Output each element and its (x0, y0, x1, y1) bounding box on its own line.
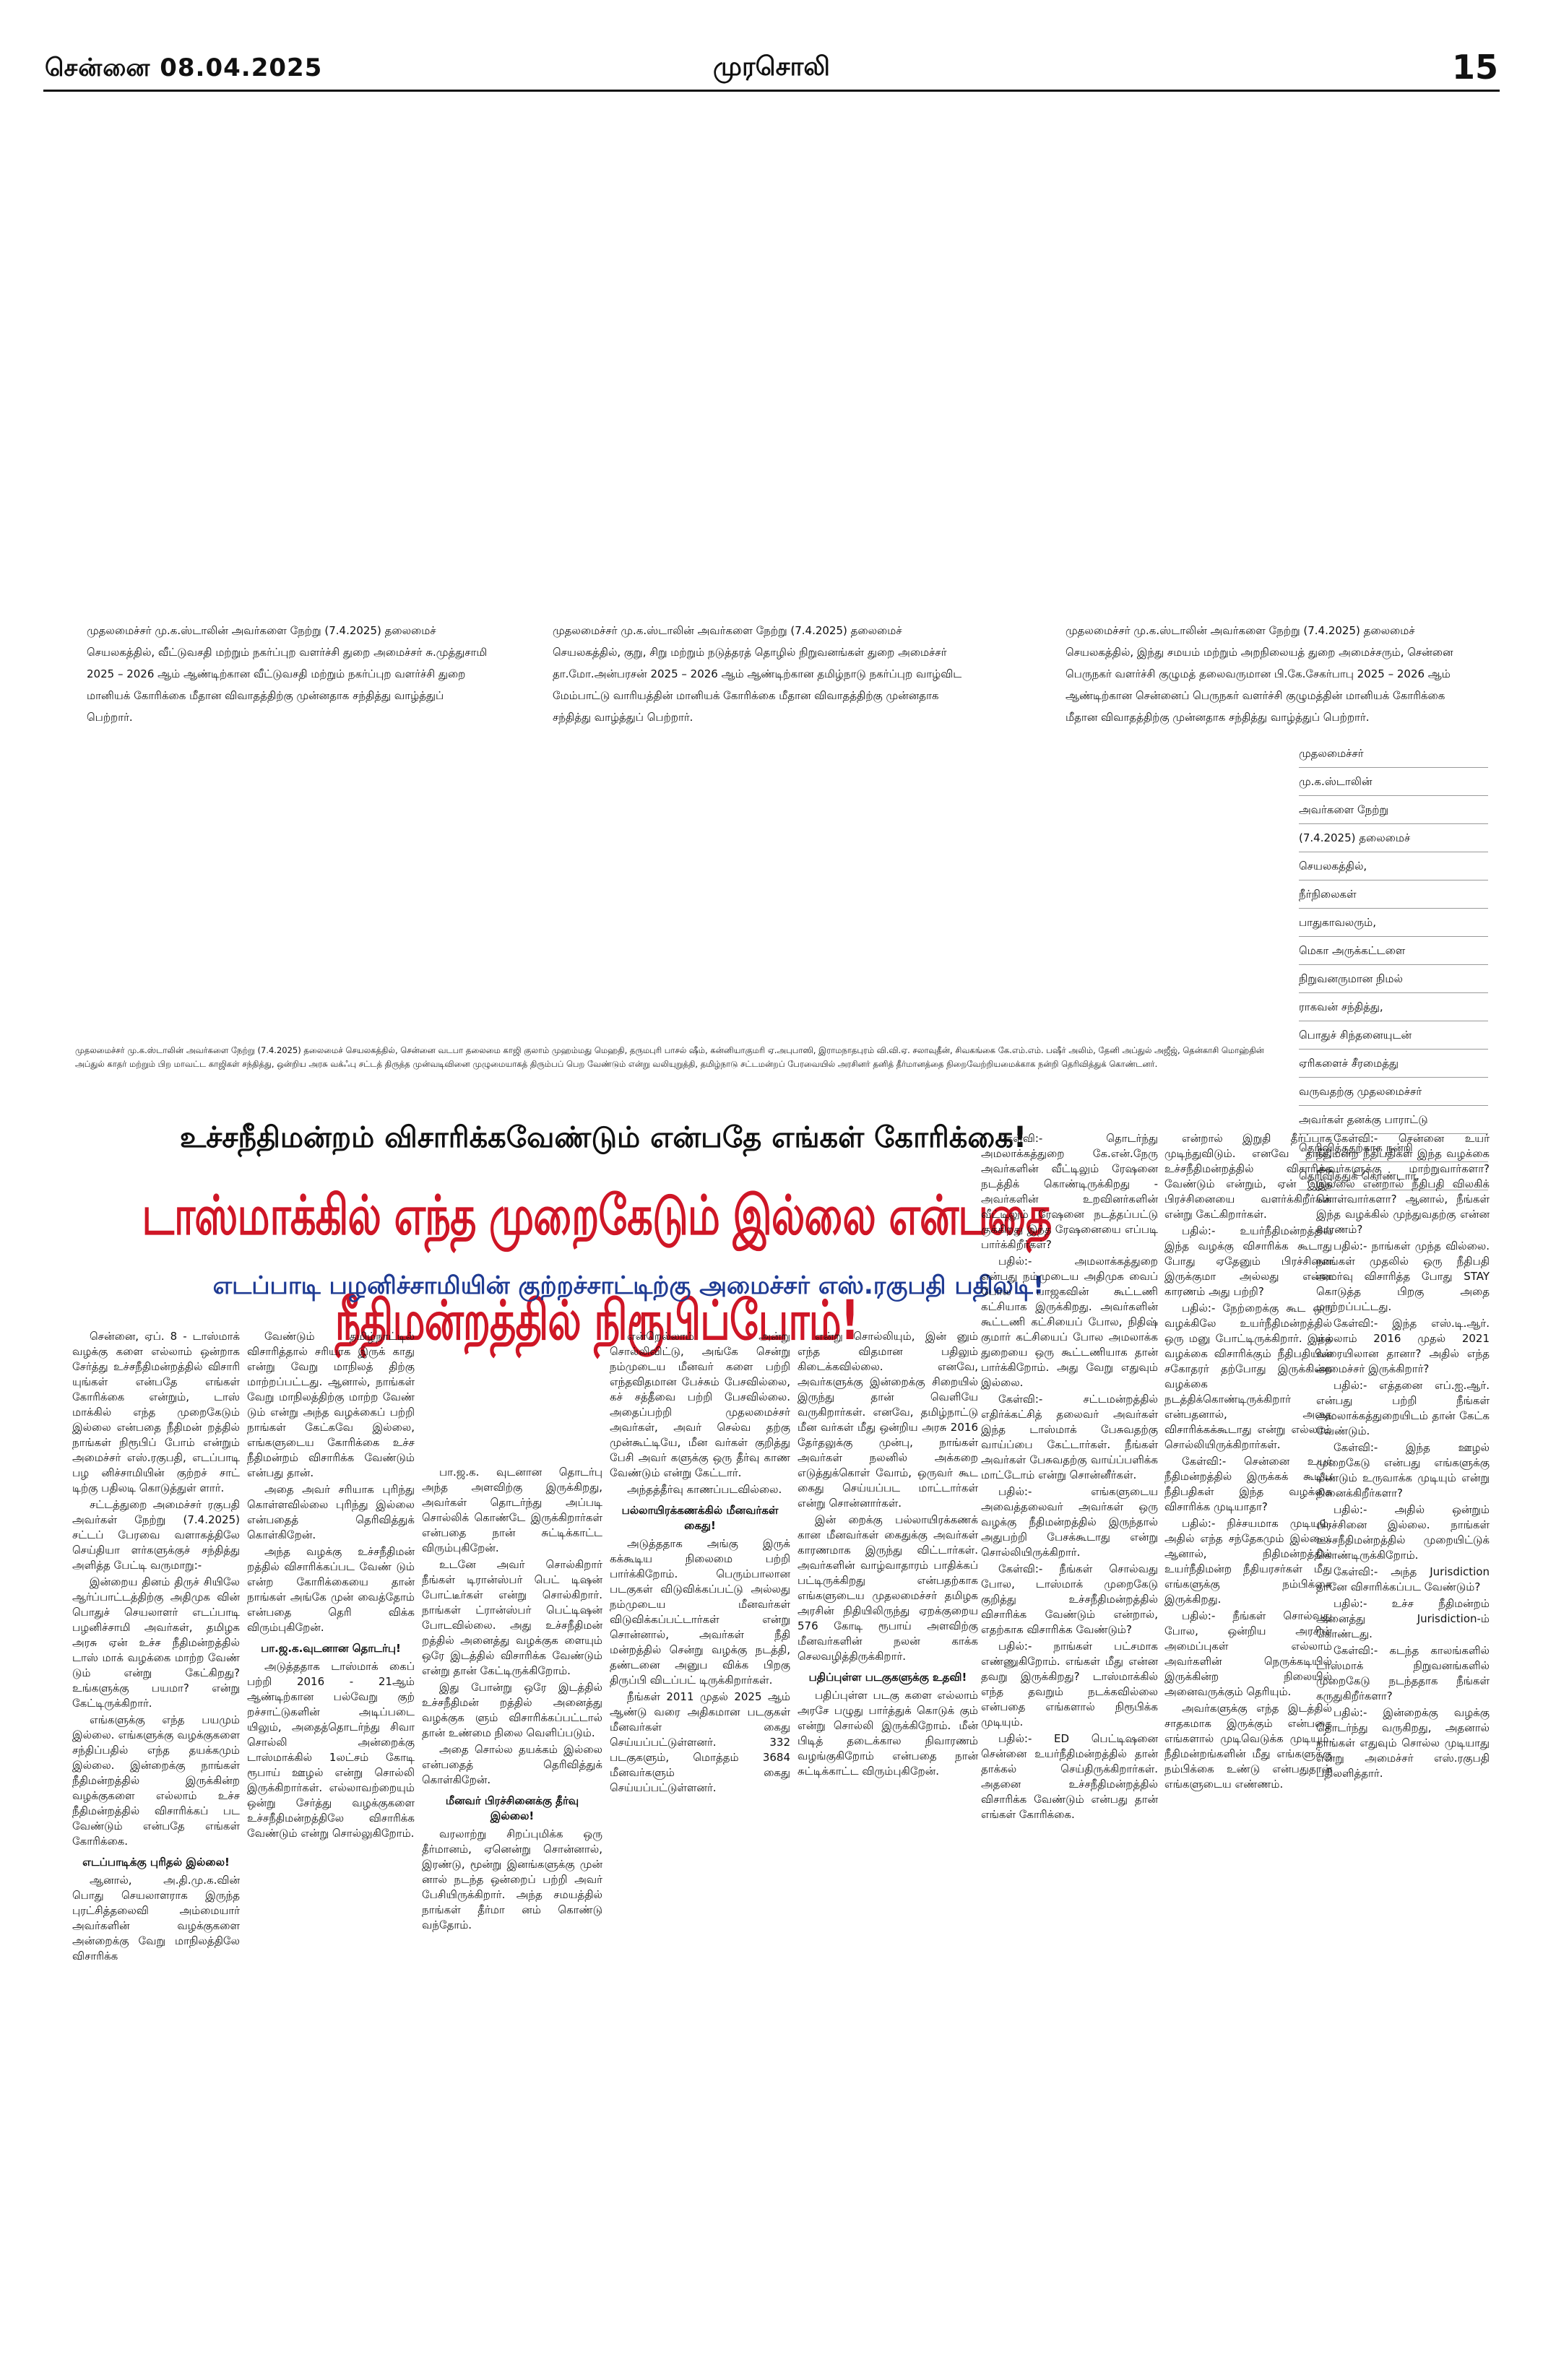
article-qa: பதில்:- நீங்கள் சொல்வது போல, ஒன்றிய அரசி… (1164, 1609, 1332, 1698)
side-caption-line: பாதுகாவலரும், (1299, 909, 1488, 937)
article-qa: அவர்களுக்கு எந்த இடத்தில் சாதகமாக இருக்க… (1164, 1702, 1332, 1791)
article-qa: கேள்வி:- சென்னை உயர் நீதிமன்றத்தில் இருக… (1164, 1455, 1332, 1513)
article-column-3: பா.ஜ.க. வுடனான தொடர்பு அந்த அளவிற்கு இரு… (422, 1465, 602, 2332)
article-qa: பதில்:- நேற்றைக்கு கூட ஒரு வழக்கிலே உயர்… (1164, 1302, 1332, 1451)
photo-caption-kazis: முதலமைச்சர் மு.க.ஸ்டாலின் அவர்களை நேற்று… (75, 1045, 1264, 1069)
article-subheading: பதிப்புள்ள படகுகளுக்கு உதவி! (808, 1671, 967, 1684)
side-caption-line: பொதுச் சிந்தனையுடன் (1299, 1021, 1488, 1050)
article-qa: பதில்:- எங்களுடைய அவைத்தலைவர் அவர்கள் ஒர… (981, 1485, 1158, 1559)
side-caption-line: (7.4.2025) தலைமைச் (1299, 824, 1488, 852)
photo-caption-hrce: முதலமைச்சர் மு.க.ஸ்டாலின் அவர்களை நேற்று… (1066, 624, 1453, 724)
article-paragraph: இன் றைக்கு பல்லாயிரக்கணக் கான மீனவர்கள் … (798, 1513, 978, 1663)
article-qa: பதில்:- உயர்நீதிமன்றத்தில் இந்த வழக்கு வ… (1164, 1224, 1332, 1298)
photo-hrce-minister (1040, 108, 1488, 607)
masthead-rule (43, 90, 1500, 92)
article-paragraph: அடுத்ததாக அங்கு இருக் கக்கூடிய நிலைமை பற… (610, 1537, 790, 1687)
article-paragraph: வேண்டும் தமிழ்நாட்டில் விசாரித்தால் சரிய… (247, 1330, 415, 1479)
issue-date: சென்னை 08.04.2025 (45, 53, 323, 82)
article-paragraph: இது போன்று ஒரே இடத்தில் உச்சநீதிமன் றத்த… (422, 1681, 602, 1739)
article-paragraph: சென்னை, ஏப். 8 - டாஸ்மாக் வழக்கு களை எல்… (72, 1330, 240, 1494)
article-qa: கேள்வி:- நீங்கள் சொல்வது போல, டாஸ்மாக் ம… (981, 1562, 1158, 1636)
article-paragraph: அடுத்ததாக டாஸ்மாக் கைப் பற்றி 2016 - 21ஆ… (247, 1660, 415, 1840)
article-paragraph: ஆனால், அ.தி.மு.க.வின் பொது செயலாளராக இரு… (72, 1874, 240, 1963)
side-caption-line: வருவதற்கு முதலமைச்சர் (1299, 1078, 1488, 1106)
photo-msme-minister (549, 108, 997, 607)
article-qa: பதில்:- உச்ச நீதிமன்றம் அனைத்து Jurisdic… (1316, 1597, 1490, 1640)
article-paragraph: அதை அவர் சரியாக புரிந்து கொள்ளவில்லை புர… (247, 1483, 415, 1541)
side-caption-line: தெரிவித்துக் கொண்டார். (1299, 1162, 1488, 1190)
article-subheading: எடப்பாடிக்கு புரிதல் இல்லை! (82, 1856, 230, 1869)
article-qa: பதில்:- நாங்கள் பட்சமாக எண்ணுகிறோம். எங்… (981, 1640, 1158, 1728)
article-qa: பதில்:- எத்தனை எப்.ஐ.ஆர். என்பது பற்றி ந… (1316, 1379, 1490, 1437)
article-paragraph: நீங்கள் 2011 முதல் 2025 ஆம் ஆண்டு வரை அத… (610, 1690, 790, 1794)
article-qa: கேள்வி:- இந்த ஊழல் முறைகேடு என்பது எங்கள… (1316, 1441, 1490, 1500)
article-paragraph: உடனே அவர் சொல்கிறார் நீங்கள் டிரான்ஸ்பர்… (422, 1558, 602, 1677)
side-caption-line: மெகா அருக்கட்டளை (1299, 937, 1488, 965)
article-column-6: கேள்வி:- தொடர்ந்து அமலாக்கத்துறை கே.என்.… (981, 1131, 1158, 2333)
side-caption-line: மு.க.ஸ்டாலின் (1299, 768, 1488, 796)
side-caption-line: அவர்கள் தனக்கு பாராட்டு (1299, 1106, 1488, 1134)
main-headline: டாஸ்மாக்கில் எந்த முறைகேடும் இல்லை என்பத… (142, 1184, 1052, 1353)
side-photo-caption: முதலமைச்சர் மு.க.ஸ்டாலின் அவர்களை நேற்று… (1299, 740, 1488, 1190)
side-caption-line: முதலமைச்சர் (1299, 740, 1488, 768)
article-qa: கேள்வி:- சட்டமன்றத்தில் எதிர்க்கட்சித் த… (981, 1393, 1158, 1481)
photo-caption-housing: முதலமைச்சர் மு.க.ஸ்டாலின் அவர்களை நேற்று… (87, 624, 488, 724)
photo-caption-msme: முதலமைச்சர் மு.க.ஸ்டாலின் அவர்களை நேற்று… (553, 624, 962, 724)
article-column-1: சென்னை, ஏப். 8 - டாஸ்மாக் வழக்கு களை எல்… (72, 1329, 240, 2333)
side-caption-line: அவர்களை நேற்று (1299, 796, 1488, 824)
side-caption-line: செயலகத்தில், (1299, 852, 1488, 880)
side-caption-line: ஏரிகளைச் சீரமைத்து (1299, 1050, 1488, 1078)
article-paragraph: இன்றைய தினம் திருச் சியிலே ஆர்ப்பாட்டத்த… (72, 1575, 240, 1710)
article-qa: பதில்:- அமலாக்கத்துறை என்பது நம்முடைய அத… (981, 1255, 1158, 1389)
article-subheading: பா.ஜ.க.வுடனான தொடர்பு! (261, 1642, 401, 1655)
article-qa: பதில்:- இன்றைக்கு வழக்கு தொடர்ந்து வருகி… (1316, 1706, 1490, 1780)
article-qa: கேள்வி:- இந்த எஸ்.டி.ஆர். எல்லாம் 2016 ம… (1316, 1317, 1490, 1375)
article-qa: என்றால் இறுதி தீர்ப்பாக முடிந்துவிடும். … (1164, 1132, 1332, 1221)
newspaper-name: முரசொலி (713, 52, 830, 82)
article-qa: கேள்வி:- சென்னை உயர் நீதிமன்ற நீதிபதிகள்… (1316, 1132, 1490, 1236)
article-paragraph: வரலாற்று சிறப்புமிக்க ஒரு தீர்மானம், ஏனெ… (422, 1827, 602, 1931)
article-paragraph: சட்டத்துறை அமைச்சர் ரகுபதி அவர்கள் நேற்ற… (72, 1498, 240, 1572)
article-qa: கேள்வி:- அந்த Jurisdiction தானே விசாரிக்… (1316, 1565, 1490, 1593)
article-subheading: பல்லாயிரக்கணக்கில் மீனவர்கள் கைது! (621, 1504, 779, 1532)
article-paragraph: என்றெல்லாம் அன்று சொல்லிவிட்டு, அங்கே செ… (610, 1330, 790, 1479)
article-paragraph: அதை சொல்ல தயக்கம் இல்லை என்பதைத் தெரிவித… (422, 1743, 602, 1786)
article-qa: பதில்:- நாங்கள் முந்த வில்லை. நாங்கள் மு… (1316, 1239, 1490, 1313)
article-qa: பதில்:- அதில் ஒன்றும் பிரச்சினை இல்லை. ந… (1316, 1503, 1490, 1562)
article-column-2: வேண்டும் தமிழ்நாட்டில் விசாரித்தால் சரிய… (247, 1329, 415, 2333)
masthead: சென்னை 08.04.2025 முரசொலி 15 (0, 0, 1543, 101)
page-number: 15 (1451, 48, 1498, 87)
headline-kicker: உச்சநீதிமன்றம் விசாரிக்கவேண்டும் என்பதே … (179, 1121, 1027, 1154)
article-column-8: கேள்வி:- சென்னை உயர் நீதிமன்ற நீதிபதிகள்… (1316, 1131, 1490, 2333)
article-subheading: மீனவர் பிரச்சினைக்கு தீர்வு இல்லை! (445, 1794, 579, 1822)
photo-kazis-meeting (72, 730, 1271, 1033)
article-column-4: என்றெல்லாம் அன்று சொல்லிவிட்டு, அங்கே செ… (610, 1329, 790, 2333)
article-paragraph: என்று சொல்லியும், இன் னும் எந்த விதமான ப… (798, 1330, 978, 1510)
article-qa: பதில்:- நிச்சயமாக முடியும். அதில் எந்த ச… (1164, 1517, 1332, 1606)
article-paragraph: பதிப்புள்ள படகு களை எல்லாம் அரசே பழுது ப… (798, 1689, 978, 1778)
article-paragraph: அந்தத்தீர்வு காணப்படவில்லை. (627, 1483, 782, 1496)
article-qa: கேள்வி:- கடந்த காலங்களில் டாஸ்மாக் நிறுவ… (1316, 1644, 1490, 1702)
article-paragraph: எங்களுக்கு எந்த பயமும் இல்லை. எங்களுக்கு… (72, 1713, 240, 1848)
side-caption-line: நிறுவனருமான நிமல் (1299, 965, 1488, 993)
side-caption-line: நீர்நிலைகள் (1299, 880, 1488, 909)
sub-headline: எடப்பாடி பழனிச்சாமியின் குற்றச்சாட்டிற்க… (212, 1271, 1045, 1300)
article-paragraph: அந்த வழக்கு உச்சநீதிமன் றத்தில் விசாரிக்… (247, 1545, 415, 1634)
article-column-7: என்றால் இறுதி தீர்ப்பாக முடிந்துவிடும். … (1164, 1131, 1332, 2333)
article-qa: கேள்வி:- தொடர்ந்து அமலாக்கத்துறை கே.என்.… (981, 1132, 1158, 1251)
article-paragraph: பா.ஜ.க. வுடனான தொடர்பு அந்த அளவிற்கு இரு… (422, 1466, 602, 1554)
side-caption-line: தெரிவித்ததற்காக நன்றி (1299, 1134, 1488, 1162)
photo-housing-minister (72, 108, 520, 607)
article-qa: பதில்:- ED பெட்டிஷனை சென்னை உயர்நீதிமன்ற… (981, 1732, 1158, 1821)
side-caption-line: ராகவன் சந்தித்து, (1299, 993, 1488, 1021)
article-column-5: என்று சொல்லியும், இன் னும் எந்த விதமான ப… (798, 1329, 978, 2333)
